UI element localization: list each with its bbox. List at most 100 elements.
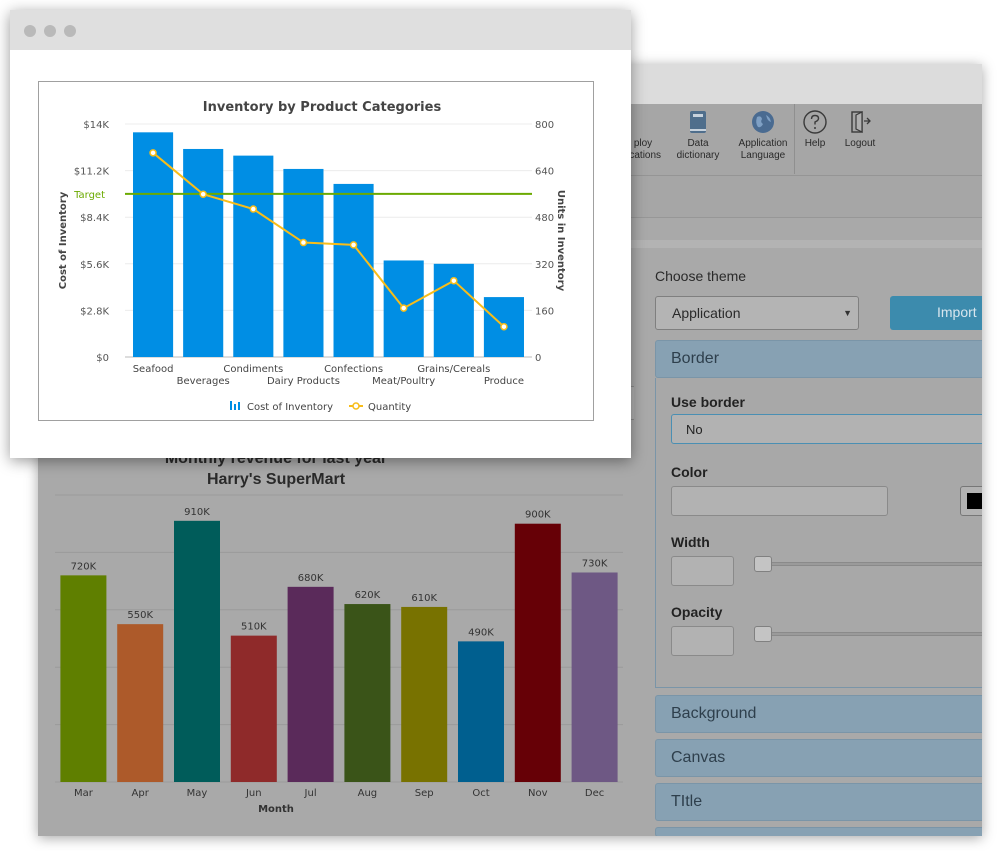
- window-dot-icon[interactable]: [64, 25, 76, 37]
- y2-tick-label: 480: [535, 213, 554, 224]
- revenue-data-label: 910K: [184, 507, 210, 518]
- bar: [183, 148, 224, 357]
- legend-cost-label: Cost of Inventory: [247, 402, 333, 413]
- help-icon: [803, 110, 827, 134]
- book-icon: [690, 111, 706, 133]
- x-tick-label: Grains/Cereals: [417, 364, 490, 375]
- revenue-x-axis-label: Month: [258, 804, 294, 815]
- x-tick-label: Seafood: [133, 364, 174, 375]
- revenue-x-tick-label: Aug: [358, 788, 378, 799]
- inventory-chart: Inventory by Product Categories $0 $2.8K $5…: [58, 100, 566, 413]
- accordion-border-header[interactable]: Border: [655, 340, 982, 378]
- x-tick-label: Beverages: [177, 376, 230, 387]
- revenue-bar: [344, 604, 391, 782]
- revenue-data-label: 610K: [411, 593, 437, 604]
- legend-bar-icon: [234, 404, 236, 410]
- quantity-point: [149, 149, 157, 157]
- revenue-data-label: 620K: [355, 590, 381, 601]
- revenue-bar: [60, 575, 107, 782]
- revenue-x-tick-label: Dec: [585, 788, 604, 799]
- accordion-canvas-header[interactable]: Canvas: [655, 739, 982, 777]
- revenue-chart-subtitle: Harry's SuperMart: [206, 471, 346, 488]
- revenue-data-label: 900K: [525, 510, 551, 521]
- y2-tick-label: 640: [535, 167, 554, 178]
- revenue-x-tick-label: Jul: [304, 788, 317, 799]
- revenue-bar: [571, 572, 618, 782]
- color-input[interactable]: [671, 486, 888, 516]
- revenue-data-label: 720K: [71, 561, 97, 572]
- toolbar-logout-label: Logout: [844, 138, 876, 149]
- revenue-bar: [458, 641, 504, 782]
- target-label: Target: [73, 190, 105, 201]
- color-picker-swatch[interactable]: [960, 486, 982, 516]
- accordion-next-header[interactable]: [655, 827, 982, 836]
- theme-select-value: Application: [672, 305, 741, 321]
- opacity-slider-track[interactable]: [761, 632, 982, 636]
- width-slider-handle[interactable]: [754, 556, 772, 572]
- width-slider-track[interactable]: [761, 562, 982, 566]
- bar: [333, 183, 374, 357]
- revenue-x-tick-label: Oct: [472, 788, 489, 799]
- logout-icon: [851, 111, 871, 133]
- quantity-point: [399, 304, 408, 312]
- quantity-point: [249, 205, 258, 213]
- use-border-select[interactable]: No: [671, 414, 982, 444]
- y-axis-label: Cost of Inventory: [58, 191, 69, 289]
- revenue-data-label: 680K: [298, 573, 324, 584]
- toolbar-logout-button[interactable]: Logout: [840, 109, 880, 150]
- revenue-chart: 720K Mar 550K Apr 910K May 510K Jun 680K Jul 620K A…: [55, 494, 623, 815]
- revenue-x-tick-label: Mar: [74, 788, 94, 799]
- width-label: Width: [671, 534, 710, 550]
- window-dot-icon[interactable]: [24, 25, 36, 37]
- y-tick-label: $0: [96, 353, 109, 364]
- import-button[interactable]: Import: [890, 296, 982, 330]
- revenue-data-label: 510K: [241, 622, 267, 633]
- chart-preview-window: Inventory by Product Categories $0 $2.8K $5…: [10, 10, 631, 458]
- revenue-data-label: 490K: [468, 627, 494, 638]
- accordion-title-header[interactable]: TItle: [655, 783, 982, 821]
- toolbar-help-button[interactable]: Help: [800, 109, 830, 150]
- x-tick-label: Meat/Poultry: [372, 376, 435, 387]
- accordion-background-header[interactable]: Background: [655, 695, 982, 733]
- theme-select[interactable]: Application ▼: [655, 296, 859, 330]
- toolbar-data-dictionary-button[interactable]: Data dictionary: [670, 109, 726, 162]
- toolbar-data-label-1: Data: [687, 138, 709, 149]
- legend-point-icon: [352, 402, 360, 410]
- color-label: Color: [671, 464, 708, 480]
- revenue-bar: [117, 624, 164, 782]
- y-tick-label: $14K: [83, 120, 109, 131]
- toolbar-help-label: Help: [804, 138, 826, 149]
- y2-tick-label: 800: [535, 120, 554, 131]
- toolbar-separator: [794, 104, 795, 174]
- preview-titlebar: [10, 10, 631, 50]
- x-tick-label: Confections: [324, 364, 383, 375]
- legend-bar-icon: [230, 401, 232, 410]
- toolbar-deploy-label-1: ploy: [633, 138, 653, 149]
- y2-axis-label: Units in Inventory: [555, 190, 566, 292]
- window-dot-icon[interactable]: [44, 25, 56, 37]
- opacity-slider-handle[interactable]: [754, 626, 772, 642]
- toolbar-application-language-button[interactable]: Application Language: [732, 109, 794, 162]
- revenue-bar: [174, 520, 220, 782]
- opacity-label: Opacity: [671, 604, 723, 620]
- choose-theme-label: Choose theme: [655, 268, 747, 284]
- x-tick-label: Condiments: [223, 364, 283, 375]
- globe-icon: [752, 111, 774, 133]
- border-settings: Use border No Color Width Opacity: [655, 378, 982, 688]
- opacity-input[interactable]: [671, 626, 734, 656]
- x-tick-label: Produce: [484, 376, 524, 387]
- revenue-bar: [401, 606, 448, 782]
- revenue-data-label: 730K: [582, 558, 608, 569]
- quantity-point: [450, 276, 458, 285]
- inventory-chart-frame: Inventory by Product Categories $0 $2.8K $5…: [38, 81, 594, 421]
- y2-tick-label: 320: [535, 260, 554, 271]
- revenue-x-tick-label: Nov: [528, 788, 548, 799]
- toolbar-deploy-label-2: lications: [624, 150, 662, 161]
- y-tick-label: $11.2K: [74, 167, 110, 178]
- width-input[interactable]: [671, 556, 734, 586]
- revenue-x-tick-label: Jun: [245, 788, 262, 799]
- quantity-point: [349, 241, 358, 249]
- y2-tick-label: 160: [535, 306, 554, 317]
- revenue-bar: [514, 523, 561, 782]
- revenue-bar: [287, 586, 334, 782]
